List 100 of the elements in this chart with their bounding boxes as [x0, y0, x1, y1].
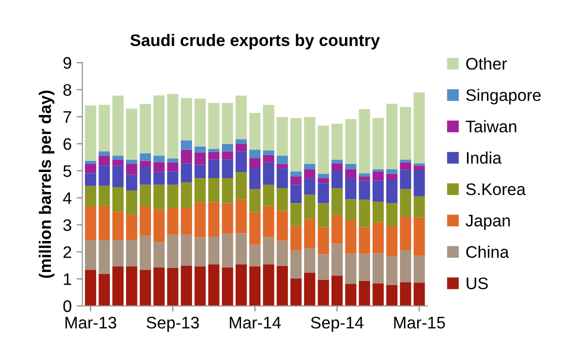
bar	[167, 94, 178, 158]
bar	[98, 274, 110, 306]
bar	[372, 283, 384, 306]
bar	[304, 164, 316, 170]
bar	[262, 237, 274, 264]
bar	[167, 171, 178, 185]
bar	[84, 240, 96, 270]
bar	[386, 104, 398, 170]
bar	[236, 233, 247, 264]
bar	[386, 284, 398, 306]
bar	[262, 184, 274, 206]
y-tick-label: 9	[63, 57, 72, 69]
bar	[372, 253, 384, 284]
bar	[112, 240, 124, 266]
bar	[222, 268, 234, 306]
bar	[331, 188, 343, 215]
bar	[304, 178, 316, 195]
bar	[153, 172, 165, 185]
bar	[400, 189, 412, 216]
legend-label: China	[466, 246, 509, 258]
bar	[194, 146, 206, 152]
bar	[112, 212, 124, 240]
bar	[345, 169, 356, 178]
bar	[236, 139, 247, 144]
bar	[318, 178, 329, 184]
bar	[194, 237, 206, 266]
bar	[414, 92, 425, 164]
bar	[372, 222, 384, 254]
bar	[400, 282, 412, 306]
bar	[84, 206, 96, 240]
bar	[126, 240, 138, 266]
bar	[112, 96, 124, 156]
bar	[262, 104, 274, 150]
bar	[358, 176, 370, 181]
bar	[208, 102, 220, 149]
bar	[276, 240, 288, 266]
bar	[112, 166, 124, 187]
bar	[304, 194, 316, 220]
bar	[126, 190, 138, 215]
bar	[236, 264, 247, 306]
bar	[249, 212, 261, 245]
bar	[112, 186, 124, 212]
bar	[180, 163, 192, 182]
bar	[414, 256, 425, 283]
bar	[386, 203, 398, 226]
bar	[84, 186, 96, 206]
bar	[400, 216, 412, 250]
bar	[276, 266, 288, 306]
bar	[153, 95, 165, 156]
bar	[126, 160, 138, 164]
bar	[249, 168, 261, 190]
bar	[84, 105, 96, 161]
bar	[236, 199, 247, 234]
bar	[386, 180, 398, 204]
bar	[304, 116, 316, 164]
bar	[126, 108, 138, 160]
bar	[194, 178, 206, 202]
bar	[208, 152, 220, 160]
bar	[194, 152, 206, 165]
bar	[84, 270, 96, 306]
bar	[140, 160, 151, 167]
bar	[153, 267, 165, 306]
bar	[290, 118, 302, 172]
bar	[84, 164, 96, 174]
bar	[345, 284, 356, 306]
bar	[236, 96, 247, 140]
y-tick-label: 3	[63, 219, 72, 232]
bar	[180, 208, 192, 235]
bar	[358, 280, 370, 306]
bar	[98, 186, 110, 206]
bar	[249, 158, 261, 168]
chart-title: Saudi crude exports by country	[130, 34, 380, 50]
bar	[153, 162, 165, 172]
bar	[153, 242, 165, 268]
bar	[262, 264, 274, 306]
bar	[290, 203, 302, 226]
x-tick-label: Mar-13	[66, 316, 116, 329]
bar	[318, 126, 329, 174]
y-tick-label: 5	[63, 165, 72, 177]
bar	[222, 144, 234, 152]
bar	[208, 264, 220, 306]
bar	[331, 160, 343, 164]
bar	[98, 166, 110, 186]
bar	[345, 178, 356, 200]
bar	[276, 156, 288, 164]
bar	[318, 203, 329, 228]
bar	[331, 170, 343, 188]
bar	[208, 178, 220, 202]
y-tick-label: 7	[64, 111, 72, 123]
bar	[358, 200, 370, 228]
bar	[290, 226, 302, 251]
legend-label: Singapore	[466, 88, 541, 104]
bar	[194, 202, 206, 238]
bar	[98, 156, 110, 166]
bar	[208, 202, 220, 236]
bar	[290, 184, 302, 204]
bar	[222, 178, 234, 204]
bar	[208, 236, 220, 264]
bar	[331, 244, 343, 276]
bar	[140, 206, 151, 236]
